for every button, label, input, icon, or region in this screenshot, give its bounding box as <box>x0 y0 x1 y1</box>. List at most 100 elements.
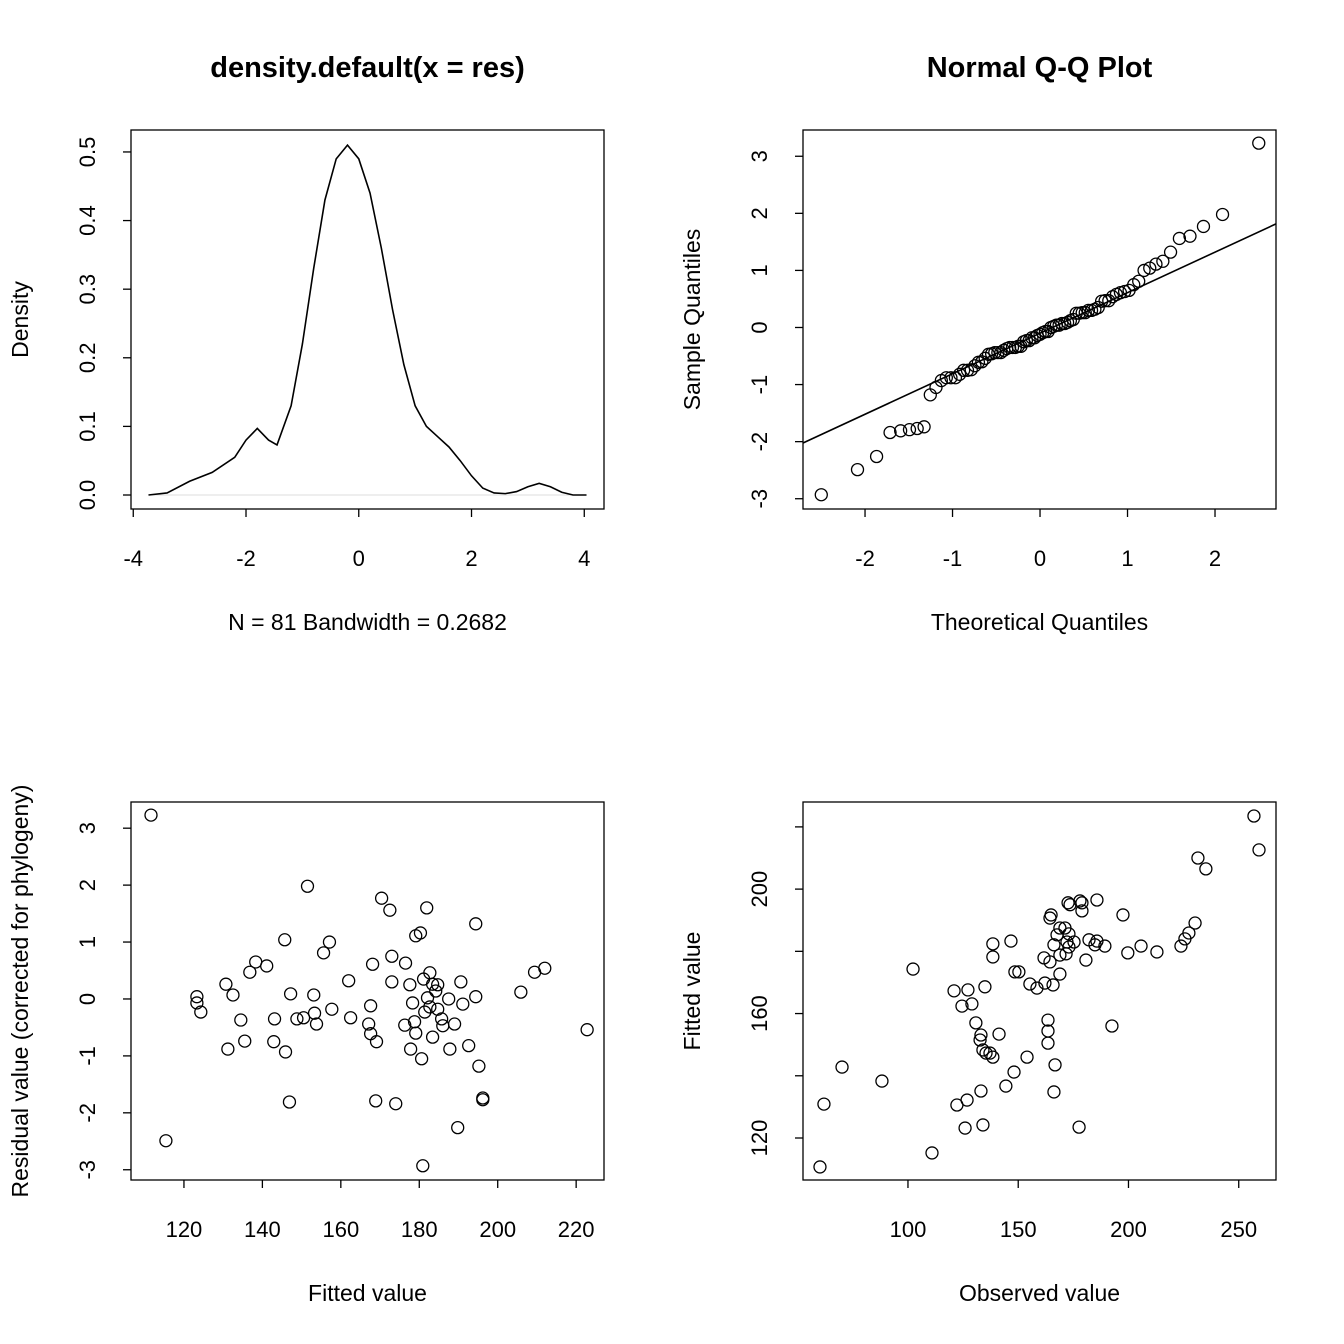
plot-box <box>802 801 1277 1181</box>
y-tick-label: 0.5 <box>75 137 100 168</box>
y-axis-label: Sample Quantiles <box>679 229 705 411</box>
point <box>278 933 292 947</box>
point <box>144 808 158 822</box>
point <box>1075 306 1089 320</box>
point <box>409 1026 423 1040</box>
x-axis-label: Observed value <box>959 1280 1120 1306</box>
point <box>1069 306 1083 320</box>
point <box>835 1060 849 1074</box>
point <box>983 1046 997 1060</box>
point <box>1012 965 1026 979</box>
point <box>1137 263 1151 278</box>
point <box>976 1118 990 1132</box>
point <box>1047 1085 1061 1099</box>
x-tick-label: 140 <box>244 1217 281 1242</box>
y-tick-label: 0.4 <box>75 205 100 236</box>
point <box>944 371 958 385</box>
point <box>965 997 979 1011</box>
point <box>249 955 263 969</box>
point <box>425 977 440 991</box>
point <box>850 462 865 477</box>
point <box>316 946 331 960</box>
point <box>403 978 417 992</box>
chart-title: Normal Q-Q Plot <box>927 52 1153 84</box>
y-tick-label: 0 <box>75 993 100 1005</box>
point <box>1105 1019 1119 1033</box>
point <box>1062 940 1076 954</box>
point <box>1252 843 1266 857</box>
point <box>1134 939 1148 953</box>
point <box>947 984 961 998</box>
y-tick-label: 200 <box>747 871 772 908</box>
x-tick-label: 2 <box>1209 546 1221 571</box>
point <box>1044 908 1058 922</box>
point <box>1090 893 1104 907</box>
point <box>472 1059 486 1073</box>
point <box>976 1043 990 1057</box>
point <box>1067 935 1081 949</box>
point <box>992 1027 1006 1041</box>
point <box>238 1034 252 1048</box>
point <box>1008 965 1022 979</box>
point <box>986 950 1000 964</box>
point <box>190 996 204 1010</box>
point <box>267 1035 281 1049</box>
point <box>956 363 971 377</box>
x-tick-label: -2 <box>855 546 875 571</box>
point <box>365 957 380 971</box>
point <box>538 961 552 975</box>
y-tick-label: 120 <box>747 1120 772 1157</box>
point <box>986 1050 1000 1064</box>
point <box>1149 257 1163 271</box>
point <box>447 1017 462 1031</box>
point <box>1075 896 1089 910</box>
point <box>416 1159 430 1173</box>
plot-box <box>130 801 605 1181</box>
point <box>1121 946 1135 960</box>
x-tick-label: 4 <box>578 546 590 571</box>
point <box>442 992 456 1006</box>
point <box>1191 851 1205 865</box>
point <box>469 917 483 931</box>
point <box>875 1074 889 1088</box>
point <box>925 1146 939 1160</box>
point <box>955 999 969 1013</box>
point <box>1041 1013 1055 1027</box>
point <box>431 978 445 992</box>
x-axis-label: Fitted value <box>308 1280 427 1306</box>
point <box>978 980 992 994</box>
x-tick-label: 200 <box>1110 1217 1147 1242</box>
point <box>403 1042 418 1056</box>
point <box>1075 904 1089 918</box>
point <box>343 1011 358 1025</box>
point <box>385 975 399 989</box>
point <box>1172 231 1187 246</box>
x-tick-label: 0 <box>1034 546 1046 571</box>
point <box>910 421 924 436</box>
point <box>1252 136 1266 150</box>
point <box>405 996 420 1010</box>
point <box>260 959 274 973</box>
point <box>1072 1120 1086 1134</box>
point <box>1132 274 1146 288</box>
point <box>974 1084 988 1098</box>
point <box>290 1012 304 1026</box>
point <box>1020 1050 1034 1064</box>
point <box>425 1030 440 1044</box>
x-tick-label: 100 <box>890 1217 927 1242</box>
point <box>418 1005 432 1019</box>
point <box>1053 948 1067 962</box>
point <box>1196 219 1211 234</box>
point <box>1073 894 1087 908</box>
point <box>961 983 975 997</box>
y-tick-label: 1 <box>747 264 772 276</box>
y-tick-label: 2 <box>747 207 772 219</box>
y-tick-label: -2 <box>747 432 772 452</box>
point <box>282 1095 297 1109</box>
y-axis-label: Fitted value <box>679 932 705 1051</box>
point <box>389 1097 403 1111</box>
point <box>1041 1036 1055 1050</box>
point <box>1047 938 1061 952</box>
point <box>1052 318 1066 332</box>
point <box>869 449 884 464</box>
